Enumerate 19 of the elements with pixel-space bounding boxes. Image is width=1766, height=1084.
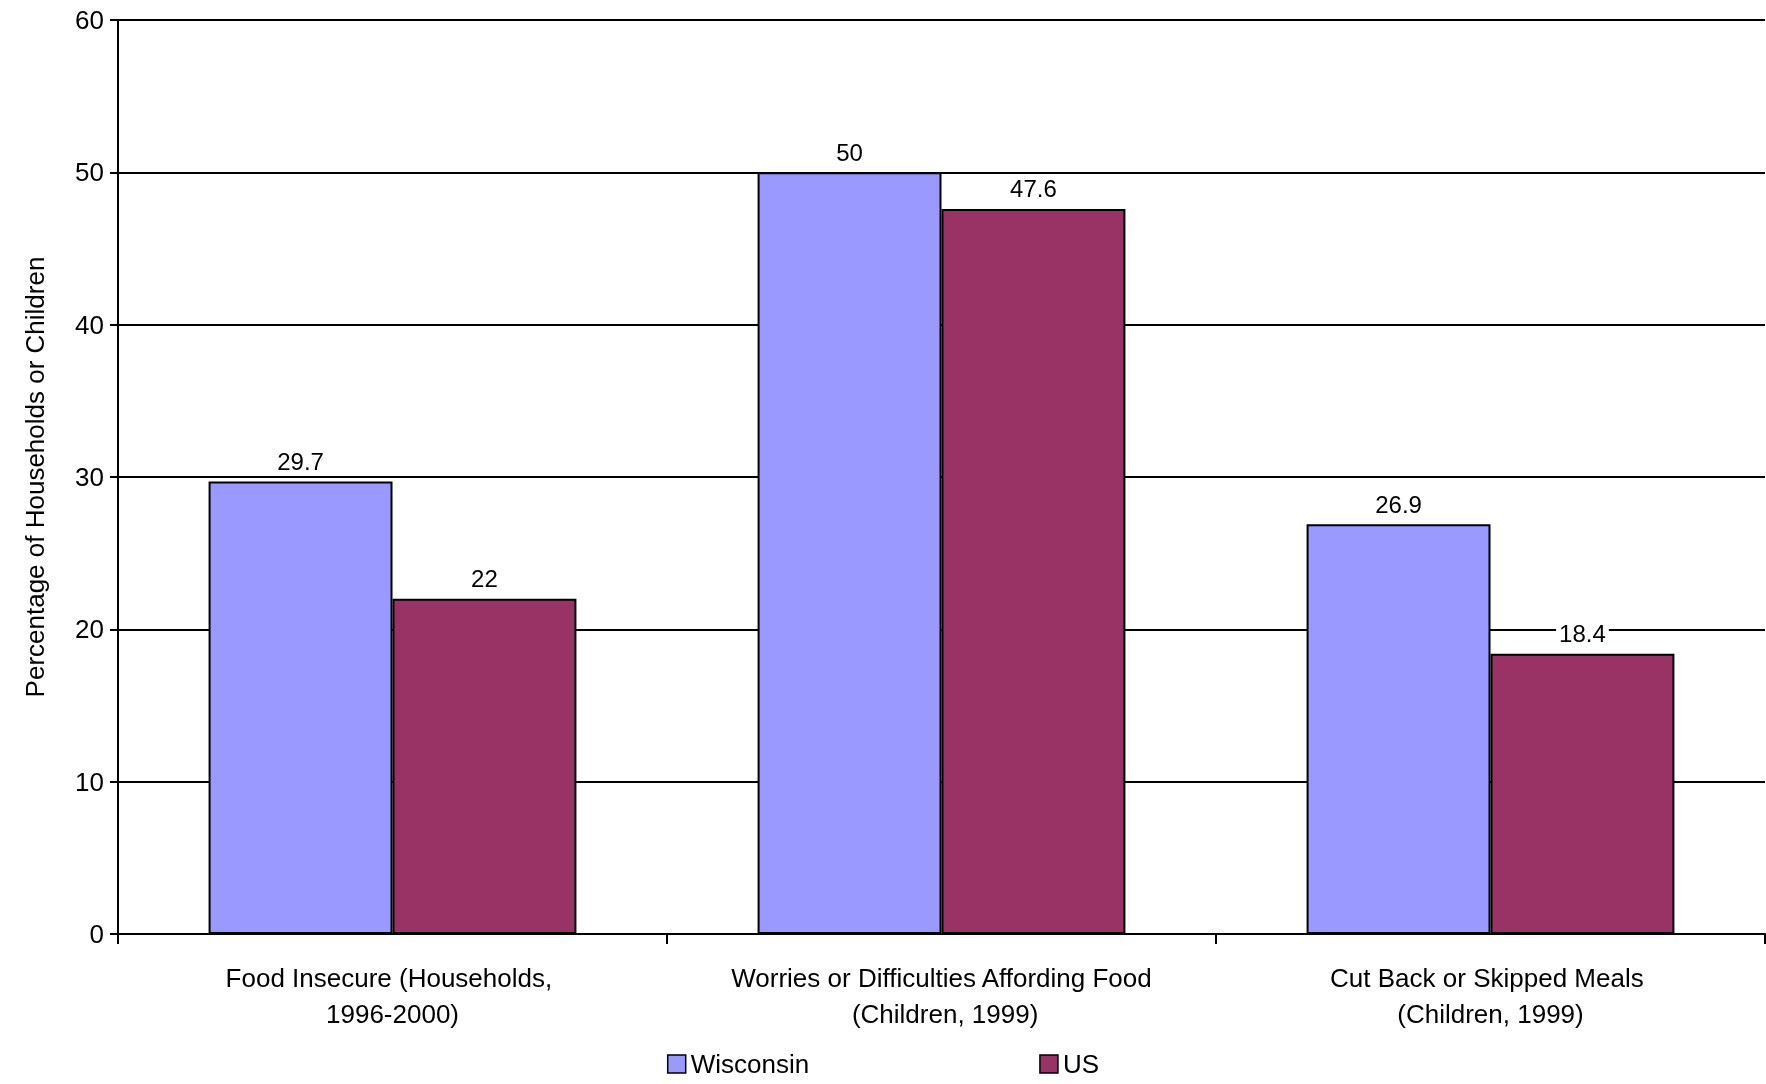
- data-label: 50: [836, 138, 863, 166]
- y-axis-title: Percentage of Households or Children: [20, 256, 50, 698]
- y-tick-label: 50: [75, 157, 104, 188]
- x-tick-label: Cut Back or Skipped Meals (Children, 1999): [1330, 963, 1651, 1029]
- x-tick-label: Worries or Difficulties Affording Food (Children, 1999): [731, 963, 1152, 1029]
- y-tick-label: 0: [89, 919, 104, 949]
- y-tick-label: 40: [75, 309, 104, 340]
- data-label: 47.6: [1010, 175, 1057, 203]
- data-label: 22: [471, 565, 498, 593]
- data-label: 18.4: [1559, 620, 1606, 648]
- y-tick-label: 10: [75, 766, 104, 797]
- legend-label: Wisconsin: [690, 1049, 810, 1079]
- data-label: 29.7: [277, 448, 324, 476]
- y-tick-label: 30: [75, 462, 104, 492]
- y-tick-label: 20: [75, 614, 104, 645]
- y-tick-label: 60: [75, 5, 104, 35]
- legend-label: US: [1062, 1049, 1100, 1079]
- x-tick-label: Food Insecure (Households, 1996-2000): [225, 963, 560, 1029]
- data-label: 26.9: [1375, 490, 1422, 518]
